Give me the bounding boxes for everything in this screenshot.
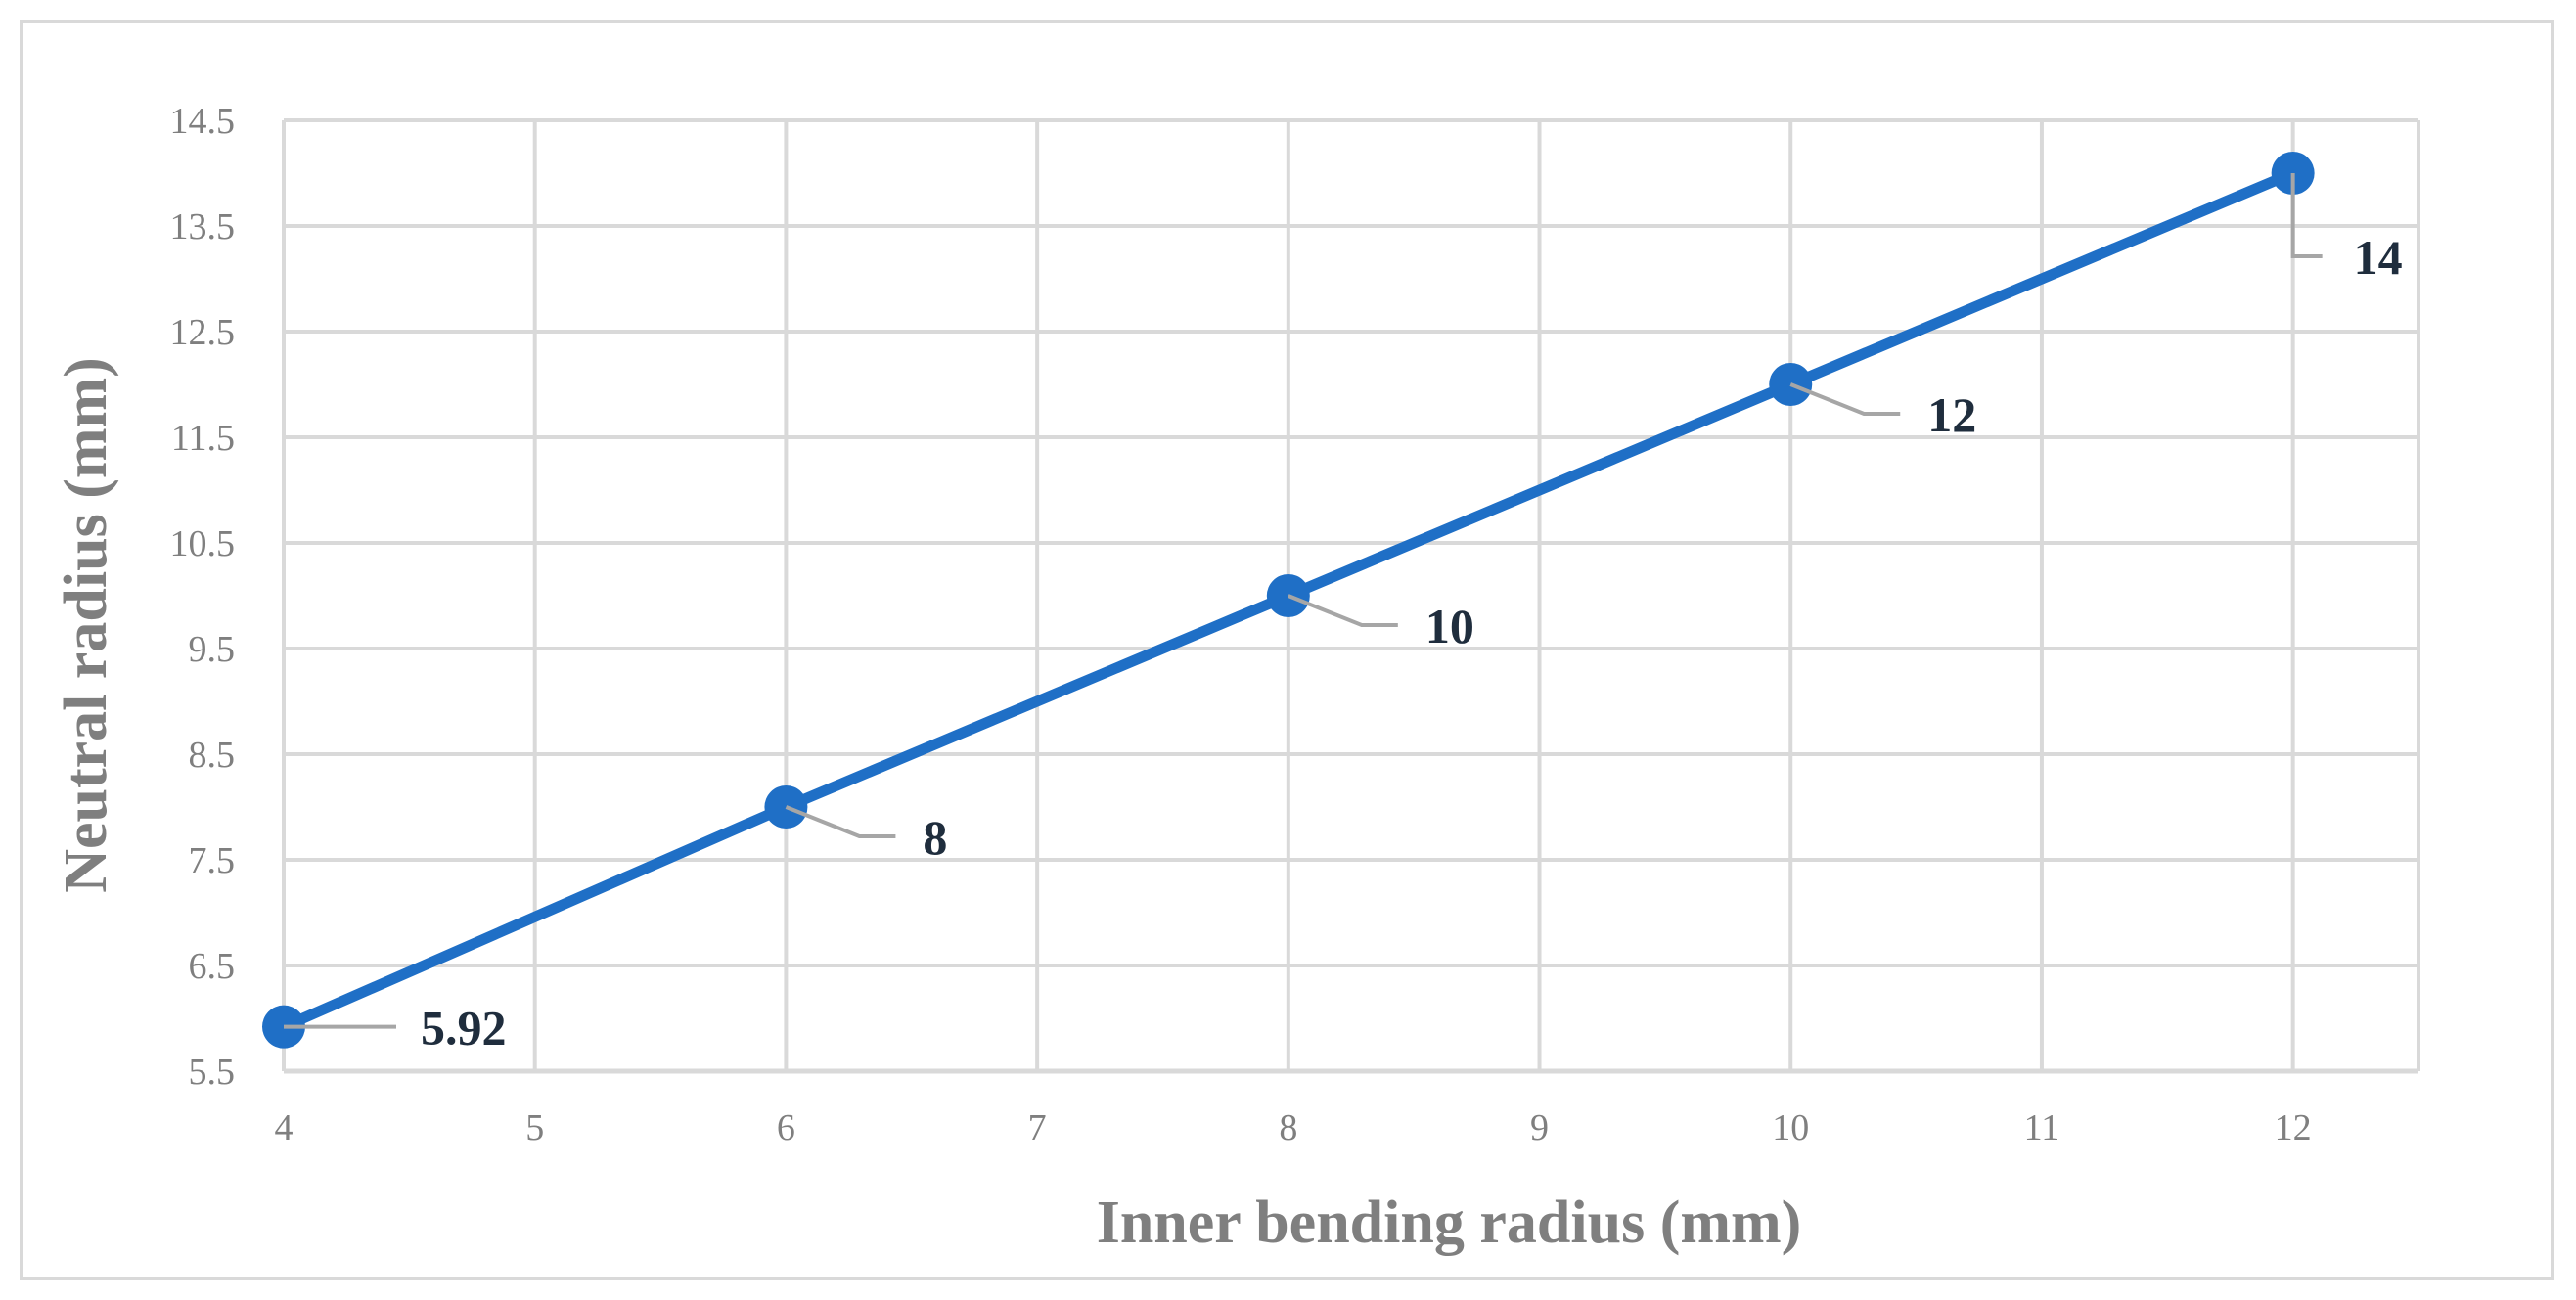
data-label: 10 xyxy=(1425,599,1474,653)
y-tick-label: 10.5 xyxy=(170,523,236,564)
data-label-leader xyxy=(1789,382,1901,416)
data-label: 8 xyxy=(923,810,947,865)
x-tick-label: 5 xyxy=(525,1107,544,1148)
y-tick-label: 9.5 xyxy=(189,629,236,670)
x-tick-label: 7 xyxy=(1028,1107,1047,1148)
data-label-leader xyxy=(1288,594,1398,627)
y-tick-label: 8.5 xyxy=(189,735,236,776)
y-tick-label: 14.5 xyxy=(170,101,236,142)
data-label: 12 xyxy=(1927,387,1976,442)
x-tick-label: 12 xyxy=(2275,1107,2312,1148)
x-tick-label: 10 xyxy=(1772,1107,1809,1148)
y-axis-title: Neutral radius (mm) xyxy=(53,357,119,893)
x-tick-label: 11 xyxy=(2024,1107,2060,1148)
data-label: 5.92 xyxy=(421,1001,507,1055)
label-layer: 5.92 8 10 12 14 xyxy=(284,173,2403,1055)
x-tick-label: 8 xyxy=(1279,1107,1297,1148)
y-tick-label: 6.5 xyxy=(189,946,236,987)
y-tick-label: 13.5 xyxy=(170,206,236,247)
y-tick-label: 7.5 xyxy=(189,840,236,881)
x-tick-label: 9 xyxy=(1530,1107,1549,1148)
x-tick-label: 4 xyxy=(275,1107,294,1148)
data-label-leader xyxy=(2290,173,2323,258)
x-tick-label: 6 xyxy=(777,1107,795,1148)
data-label: 14 xyxy=(2354,230,2403,285)
x-axis-title: Inner bending radius (mm) xyxy=(1097,1189,1802,1256)
data-label-leader xyxy=(785,805,896,838)
y-tick-label: 11.5 xyxy=(171,418,235,459)
y-tick-label: 5.5 xyxy=(189,1052,236,1093)
grid-layer xyxy=(282,118,2420,1073)
y-tick-label: 12.5 xyxy=(170,312,236,353)
axis-layer: 4 5 6 7 8 9 10 11 12 5.5 6.5 7.5 8.5 9.5 10.5 11.5 12.5 1… xyxy=(170,101,2418,1148)
